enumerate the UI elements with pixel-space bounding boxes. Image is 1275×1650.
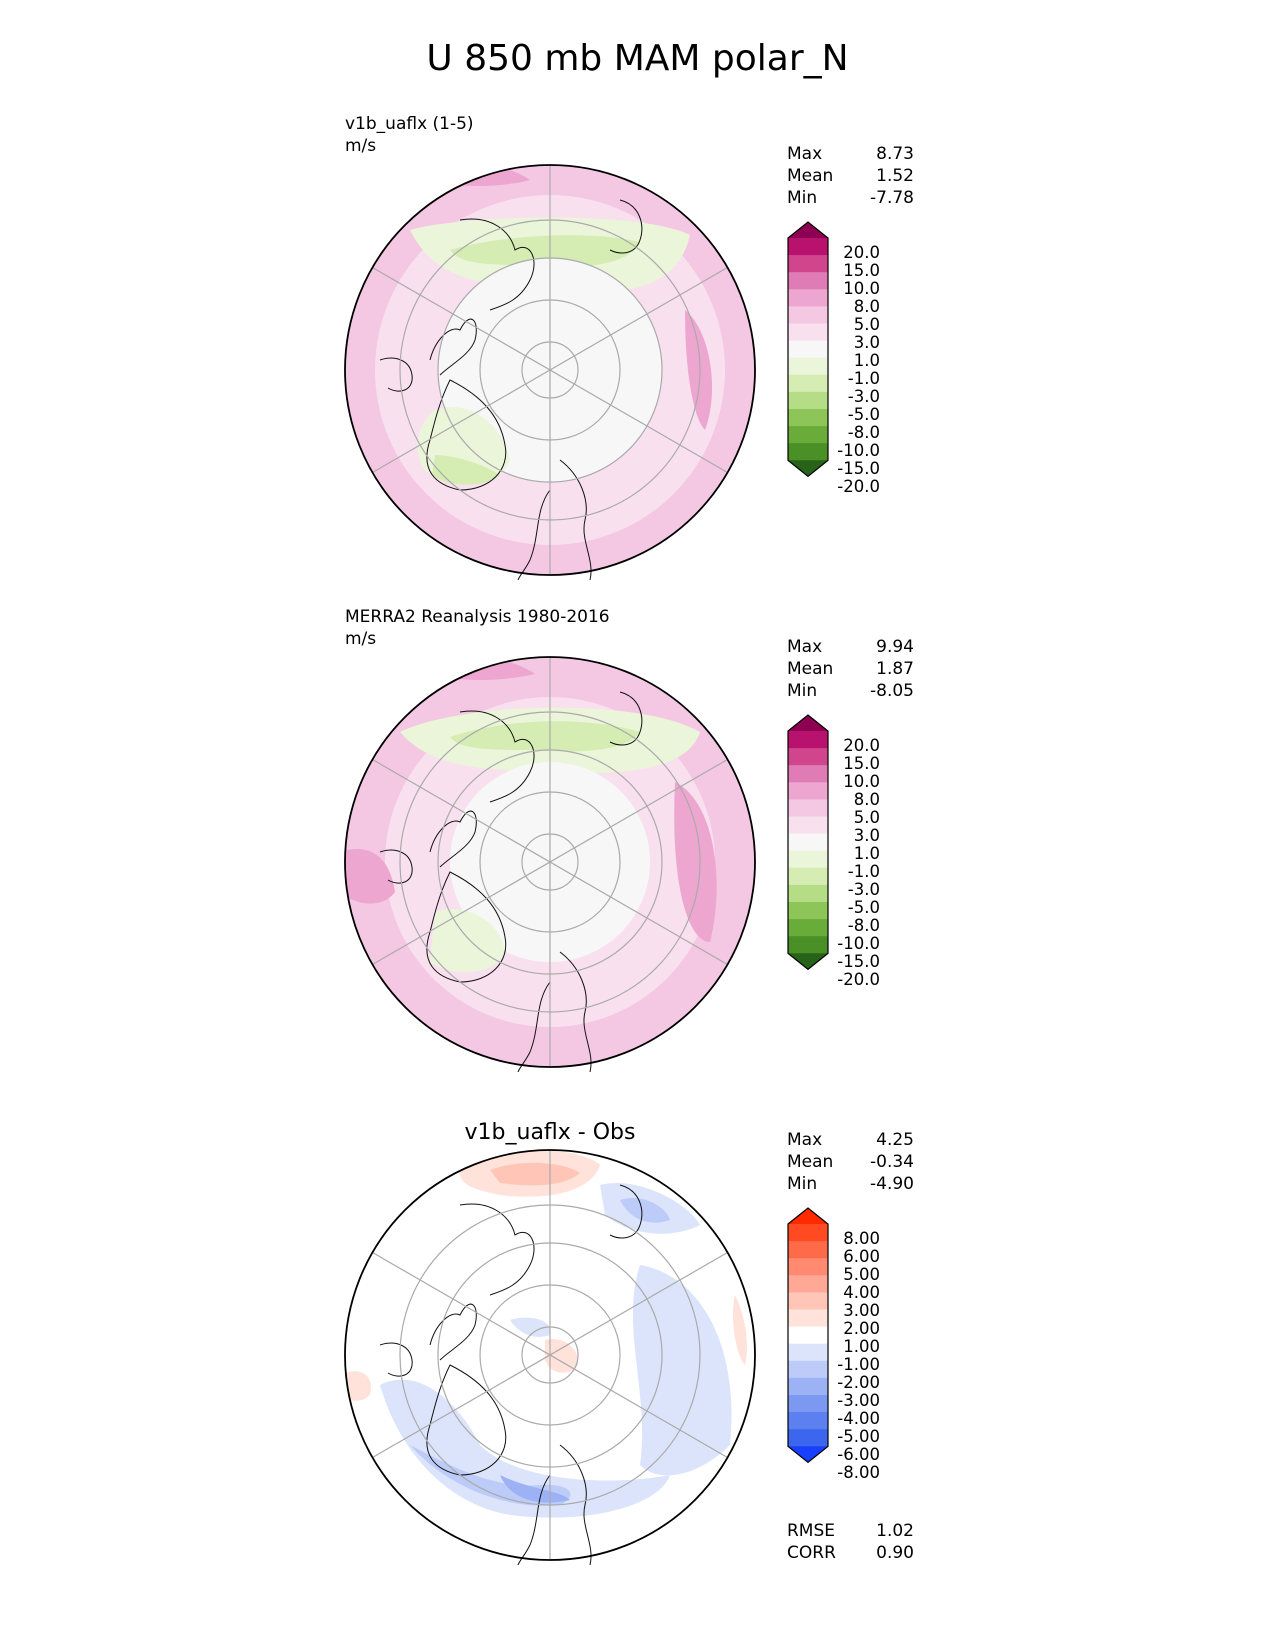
colorbar-bin (788, 782, 828, 800)
panel-1-max: 8.73 (876, 144, 914, 164)
panel-2-polar-map (344, 656, 756, 1072)
colorbar-bin (788, 426, 828, 444)
panel-1-graticule (372, 165, 728, 575)
panel-2-mean: 1.87 (876, 659, 914, 679)
colorbar-bin (788, 374, 828, 393)
panel-3-graticule (372, 1150, 728, 1560)
panel-2-max: 9.94 (876, 637, 914, 657)
colorbar-bin (788, 323, 828, 341)
colorbar-bin (788, 919, 828, 937)
colorbar-bin (788, 748, 828, 766)
colorbar-bin (788, 1309, 828, 1327)
colorbar-outline (787, 1207, 829, 1464)
figure-title: U 850 mb MAM polar_N (426, 38, 849, 79)
panel-1-model-name: v1b_uaflx (1-5) (345, 114, 474, 134)
panel-1-mean: 1.52 (876, 166, 914, 186)
colorbar-bin (788, 443, 828, 461)
colorbar-bin (788, 1224, 828, 1242)
panel-2-map-boundary (344, 656, 756, 1068)
colorbar-bin (788, 1292, 828, 1310)
panel-1-min: -7.78 (870, 188, 914, 208)
colorbar-bin (788, 902, 828, 920)
panel-3-stats: Max 4.25 Mean -0.34 Min -4.90 (787, 1130, 914, 1194)
colorbar-bin (788, 409, 828, 427)
panel-2-min: -8.05 (870, 681, 914, 701)
colorbar-bin (788, 765, 828, 783)
panel-3-negative-anomaly-east (632, 1265, 732, 1476)
panel-2-graticule (372, 657, 728, 1067)
colorbar-bin (788, 1326, 828, 1345)
panel-3-map-boundary (344, 1149, 756, 1561)
colorbar-bin (788, 272, 828, 290)
panel-3-max: 4.25 (876, 1130, 914, 1150)
colorbar-bin (788, 799, 828, 817)
colorbar-bin (788, 731, 828, 749)
colorbar-bin (788, 1412, 828, 1430)
panel-3-corr: 0.90 (876, 1543, 914, 1563)
colorbar-bin (788, 1429, 828, 1447)
colorbar-bin (788, 1258, 828, 1276)
colorbar-extension-min (788, 460, 828, 477)
colorbar-bin (788, 1395, 828, 1413)
panel-1-label: v1b_uaflx (1-5) m/s (345, 113, 474, 157)
panel-2-colorbar (787, 714, 829, 971)
panel-1-units: m/s (345, 136, 377, 156)
colorbar-bin (788, 816, 828, 834)
panel-1-stats: Max 8.73 Mean 1.52 Min -7.78 (787, 144, 914, 208)
colorbar-bin (788, 357, 828, 376)
colorbar-extension-max (788, 222, 828, 238)
colorbar-bin (788, 391, 828, 410)
colorbar-bin (788, 1241, 828, 1259)
colorbar-bin (788, 850, 828, 869)
panel-2-coastlines (379, 691, 643, 1072)
colorbar-extension-min (788, 953, 828, 970)
panel-1-map-boundary (344, 164, 756, 576)
panel-2-units: m/s (345, 629, 377, 649)
colorbar-bin (788, 1343, 828, 1362)
colorbar-bin (788, 1360, 828, 1379)
colorbar-bin (788, 340, 828, 359)
colorbar-extension-max (788, 715, 828, 731)
panel-1-polar-map (344, 164, 756, 580)
panel-2-label: MERRA2 Reanalysis 1980-2016 m/s (345, 606, 610, 650)
colorbar-extension-max (788, 1208, 828, 1224)
colorbar-bin (788, 306, 828, 324)
panel-3-negative-anomaly-sw (380, 1379, 670, 1518)
colorbar-bin (788, 255, 828, 273)
panel-2-colorbar-labels: 20.0 15.0 10.0 8.0 5.0 3.0 1.0 -1.0 -3.0 -5.0 -8.0… (837, 736, 880, 989)
panel-3-mean: -0.34 (870, 1152, 914, 1172)
panel-2-stats: Max 9.94 Mean 1.87 Min -8.05 (787, 637, 914, 701)
colorbar-bin (788, 289, 828, 307)
colorbar-bin (788, 936, 828, 954)
panel-3-coastlines (379, 1184, 643, 1565)
panel-3-polar-map (344, 1149, 756, 1565)
panel-2-reference-name: MERRA2 Reanalysis 1980-2016 (345, 607, 610, 627)
panel-3-positive-anomaly-center (545, 1339, 579, 1373)
panel-3-title: v1b_uaflx - Obs (464, 1120, 636, 1145)
colorbar-bin (788, 1275, 828, 1293)
panel-3-rmse: 1.02 (876, 1521, 914, 1541)
colorbar-bin (788, 238, 828, 256)
panel-1-colorbar-labels: 20.0 15.0 10.0 8.0 5.0 3.0 1.0 -1.0 -3.0 -5.0 -8.0… (837, 243, 880, 496)
panel-1-colorbar (787, 221, 829, 478)
colorbar-bin (788, 833, 828, 852)
panel-3-colorbar-labels: 8.00 6.00 5.00 4.00 3.00 2.00 1.00 -1.00 -2.00 -3… (837, 1229, 880, 1482)
panel-2-atlantic-jet (674, 782, 717, 942)
panel-1-atlantic-jet (685, 310, 713, 430)
colorbar-bin (788, 867, 828, 886)
colorbar-extension-min (788, 1446, 828, 1463)
colorbar-bin (788, 884, 828, 903)
colorbar-outline (787, 714, 829, 971)
colorbar-bin (788, 1377, 828, 1396)
panel-3-colorbar (787, 1207, 829, 1464)
colorbar-outline (787, 221, 829, 478)
panel-3-metrics: RMSE 1.02 CORR 0.90 (787, 1521, 914, 1563)
panel-3-min: -4.90 (870, 1174, 914, 1194)
